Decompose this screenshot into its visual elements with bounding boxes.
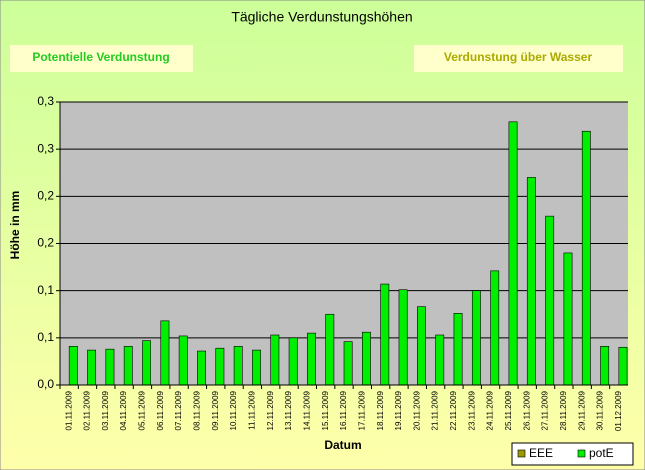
x-tick-label: 10.11.2009: [229, 390, 238, 430]
bar: [471, 290, 481, 386]
legend-label: EEE: [529, 446, 553, 460]
button[interactable]: Potentielle Verdunstung: [10, 45, 193, 72]
bar: [68, 346, 78, 386]
x-axis-title: Datum: [324, 438, 361, 452]
legend: [511, 442, 634, 466]
x-tick-label: 29.11.2009: [577, 390, 586, 430]
bar: [618, 346, 628, 386]
x-tick-label: 05.11.2009: [138, 390, 147, 430]
legend-swatch: [577, 449, 586, 458]
x-tick-label: 08.11.2009: [193, 390, 202, 430]
legend-swatch: [517, 449, 526, 458]
y-tick-label: 0,0: [37, 377, 54, 391]
x-tick-label: 06.11.2009: [156, 390, 165, 430]
bar: [288, 337, 298, 386]
bar: [581, 130, 591, 386]
button-label[interactable]: Potentielle Verdunstung: [32, 50, 169, 64]
bar: [545, 215, 555, 386]
bar: [490, 270, 500, 386]
x-tick-label: 07.11.2009: [174, 390, 183, 430]
y-tick-label: 0,3: [37, 94, 54, 108]
legend-label: potE: [589, 446, 614, 460]
bar: [563, 252, 573, 386]
bar: [233, 346, 243, 386]
bar: [380, 283, 390, 386]
x-tick-label: 15.11.2009: [321, 390, 330, 430]
bar: [362, 331, 371, 386]
bar: [252, 349, 261, 386]
x-tick-label: 11.11.2009: [247, 390, 256, 429]
button-bg: [414, 45, 623, 72]
bar: [270, 334, 280, 386]
bar: [307, 332, 316, 386]
bar: [178, 335, 188, 386]
bar: [87, 349, 97, 386]
x-tick-label: 16.11.2009: [339, 390, 348, 430]
x-tick-label: 01.11.2009: [64, 390, 73, 430]
bar: [325, 313, 335, 386]
bar: [160, 320, 170, 386]
bar: [508, 121, 518, 386]
chart-title: Tägliche Verdunstungshöhen: [231, 9, 412, 25]
button-label[interactable]: Verdunstung über Wasser: [444, 50, 593, 64]
y-tick-label: 0,1: [37, 283, 54, 297]
bar: [105, 348, 115, 386]
x-tick-label: 30.11.2009: [596, 390, 605, 430]
x-tick-label: 02.11.2009: [83, 390, 92, 430]
x-tick-label: 03.11.2009: [101, 390, 110, 430]
x-tick-label: 04.11.2009: [119, 390, 128, 430]
y-tick-label: 0,3: [37, 141, 54, 155]
bar: [123, 346, 133, 386]
x-tick-label: 13.11.2009: [284, 390, 293, 430]
x-tick-label: 25.11.2009: [504, 390, 513, 430]
x-tick-label: 22.11.2009: [449, 390, 458, 430]
x-tick-label: 18.11.2009: [376, 390, 385, 430]
x-tick-label: 01.12.2009: [614, 390, 623, 431]
bar: [398, 289, 408, 386]
bar: [416, 306, 426, 386]
bar: [453, 313, 463, 386]
bar: [197, 350, 206, 386]
x-tick-label: 24.11.2009: [486, 390, 495, 430]
x-tick-label: 12.11.2009: [266, 390, 275, 430]
x-tick-label: 14.11.2009: [302, 390, 311, 430]
x-tick-label: 23.11.2009: [467, 390, 476, 430]
x-tick-label: 09.11.2009: [211, 390, 220, 430]
x-tick-label: 21.11.2009: [431, 390, 440, 430]
y-tick-label: 0,1: [37, 330, 54, 344]
y-tick-label: 0,2: [37, 236, 54, 250]
bar: [600, 346, 610, 386]
y-tick-label: 0,2: [37, 189, 54, 203]
bar: [526, 177, 536, 386]
bar: [142, 340, 151, 386]
x-tick-label: 20.11.2009: [412, 390, 421, 430]
x-tick-label: 26.11.2009: [522, 390, 531, 430]
button-bg: [10, 45, 193, 72]
button[interactable]: Verdunstung über Wasser: [414, 45, 623, 72]
x-tick-label: 28.11.2009: [559, 390, 568, 430]
x-tick-label: 17.11.2009: [357, 390, 366, 430]
bar: [435, 334, 445, 386]
x-tick-label: 19.11.2009: [394, 390, 403, 430]
bar: [215, 347, 225, 386]
x-tick-label: 27.11.2009: [541, 390, 550, 430]
y-axis-title: Höhe in mm: [8, 191, 22, 260]
bar: [343, 341, 353, 386]
